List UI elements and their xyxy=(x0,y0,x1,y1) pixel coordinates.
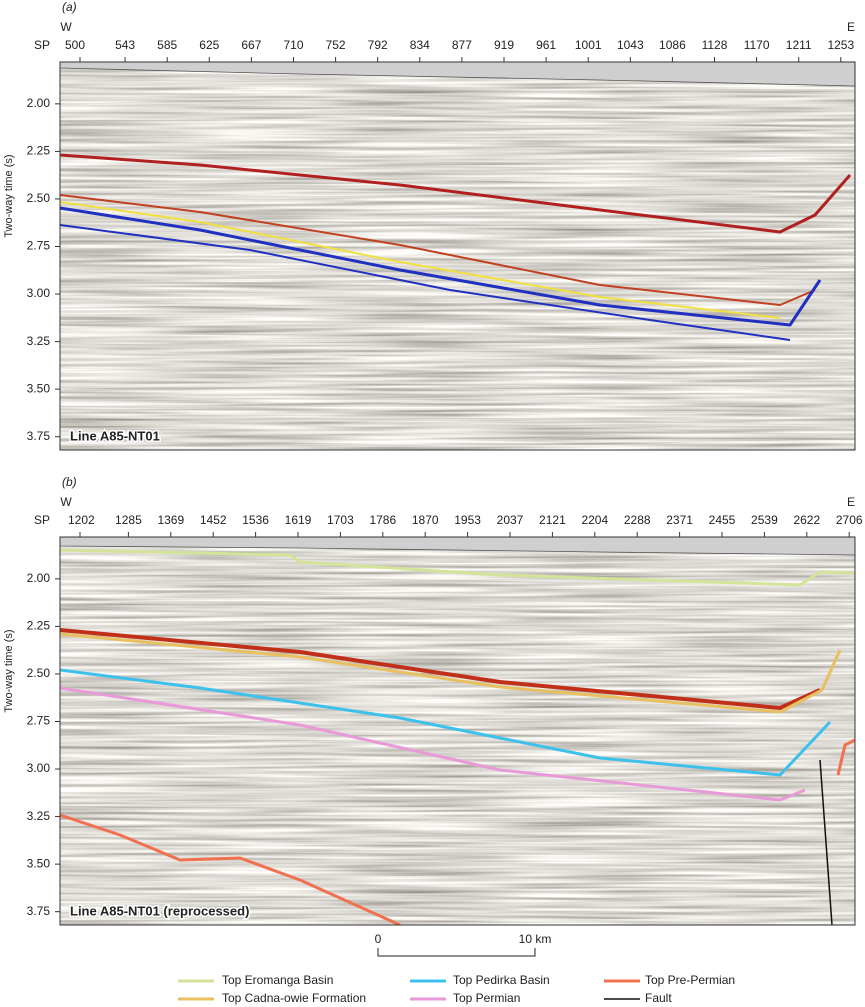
section xyxy=(60,537,855,925)
shotpoint-label: 1170 xyxy=(744,38,770,52)
sp-prefix: SP xyxy=(34,513,50,527)
horizon xyxy=(60,686,806,802)
east-label: E xyxy=(847,495,855,509)
scale-bar xyxy=(377,948,536,957)
shotpoint-label: 1369 xyxy=(157,513,184,527)
sp-prefix: SP xyxy=(34,38,50,52)
horizon xyxy=(60,206,822,327)
horizon xyxy=(60,194,816,306)
seismic-panel: (b) W E SP 1202 1285 1369 1452 1536 1619 1703 1786 1… xyxy=(3,475,863,926)
y-tick-label: 3.50 xyxy=(27,381,51,395)
y-tick-label: 3.50 xyxy=(27,856,51,870)
shotpoint-label: 1128 xyxy=(702,38,728,52)
shotpoint-label: 2288 xyxy=(624,513,651,527)
shotpoint-label: 834 xyxy=(410,38,430,52)
shotpoint-label: 1703 xyxy=(327,513,354,527)
legend-label: Fault xyxy=(645,991,672,1005)
shotpoint-label: 1619 xyxy=(285,513,312,527)
shotpoint-label: 1211 xyxy=(786,38,812,52)
y-tick-label: 3.25 xyxy=(27,334,51,348)
shotpoint-label: 2037 xyxy=(497,513,524,527)
horizon xyxy=(60,153,852,234)
y-tick-label: 2.75 xyxy=(27,714,51,728)
west-label: W xyxy=(60,495,72,509)
y-tick-label: 3.25 xyxy=(27,809,51,823)
shotpoint-label: 1253 xyxy=(827,38,854,52)
shotpoint-label: 667 xyxy=(241,38,261,52)
shotpoint-label: 1452 xyxy=(200,513,227,527)
shotpoint-label: 585 xyxy=(157,38,177,52)
horizon xyxy=(836,738,855,776)
shotpoint-label: 1043 xyxy=(617,38,644,52)
shotpoint-label: 1786 xyxy=(369,513,396,527)
horizon xyxy=(60,668,832,777)
y-axis-title: Two-way time (s) xyxy=(3,629,15,712)
horizon xyxy=(60,628,821,710)
shotpoint-label: 710 xyxy=(283,38,303,52)
shotpoint-label: 792 xyxy=(368,38,388,52)
shotpoint-label: 2622 xyxy=(793,513,820,527)
shotpoint-label: 919 xyxy=(494,38,514,52)
legend-label: Top Eromanga Basin xyxy=(222,973,333,987)
shotpoint-label: 2539 xyxy=(751,513,778,527)
shotpoint-label: 1953 xyxy=(454,513,481,527)
y-tick-label: 2.00 xyxy=(27,96,51,110)
shotpoint-label: 500 xyxy=(65,38,85,52)
horizon xyxy=(60,224,791,341)
shotpoint-label: 2204 xyxy=(581,513,608,527)
legend-label: Top Permian xyxy=(453,991,520,1005)
legend-label: Top Cadna-owie Formation xyxy=(222,991,366,1005)
y-tick-label: 2.50 xyxy=(27,191,51,205)
horizon xyxy=(819,759,833,925)
frame xyxy=(59,536,856,926)
shotpoint-label: 543 xyxy=(115,38,135,52)
y-axis-title: Two-way time (s) xyxy=(3,154,15,237)
shotpoint-label: 2706 xyxy=(836,513,863,527)
shotpoint-label: 961 xyxy=(536,38,556,52)
y-tick-label: 2.00 xyxy=(27,571,51,585)
line-label: Line A85-NT01 xyxy=(70,428,160,443)
horizon xyxy=(60,201,781,319)
y-tick-label: 2.25 xyxy=(27,144,51,158)
shotpoint-label: 877 xyxy=(452,38,472,52)
west-label: W xyxy=(60,20,72,34)
shotpoint-label: 1001 xyxy=(575,38,602,52)
legend-label: Top Pedirka Basin xyxy=(453,973,550,987)
seismic-panel: (a) W E SP 500 543 585 625 667 710 752 792 834 877 919… xyxy=(3,0,856,451)
water-column xyxy=(60,62,855,87)
scale-end: 10 km xyxy=(519,932,552,946)
y-tick-label: 2.75 xyxy=(27,239,51,253)
scale-start: 0 xyxy=(375,932,382,946)
shotpoint-label: 1536 xyxy=(242,513,269,527)
water-column xyxy=(60,537,855,556)
shotpoint-label: 2455 xyxy=(709,513,736,527)
legend-label: Top Pre-Permian xyxy=(645,973,735,987)
shotpoint-label: 1086 xyxy=(659,38,686,52)
y-tick-label: 3.00 xyxy=(27,761,51,775)
panel-label: (a) xyxy=(62,0,77,14)
horizon xyxy=(60,548,855,587)
shotpoint-label: 2371 xyxy=(666,513,693,527)
section xyxy=(60,62,855,450)
shotpoint-label: 752 xyxy=(326,38,346,52)
frame xyxy=(59,61,856,451)
shotpoint-label: 1285 xyxy=(115,513,142,527)
east-label: E xyxy=(847,20,855,34)
line-label: Line A85-NT01 (reprocessed) xyxy=(70,903,249,918)
shotpoint-label: 2121 xyxy=(539,513,566,527)
y-tick-label: 2.25 xyxy=(27,619,51,633)
panel-label: (b) xyxy=(62,475,77,489)
y-tick-label: 2.50 xyxy=(27,666,51,680)
horizon xyxy=(60,632,842,714)
shotpoint-label: 1870 xyxy=(412,513,439,527)
horizon xyxy=(60,813,401,925)
shotpoint-label: 625 xyxy=(199,38,219,52)
shotpoint-label: 1202 xyxy=(68,513,95,527)
y-tick-label: 3.75 xyxy=(27,429,51,443)
y-tick-label: 3.75 xyxy=(27,904,51,918)
y-tick-label: 3.00 xyxy=(27,286,51,300)
